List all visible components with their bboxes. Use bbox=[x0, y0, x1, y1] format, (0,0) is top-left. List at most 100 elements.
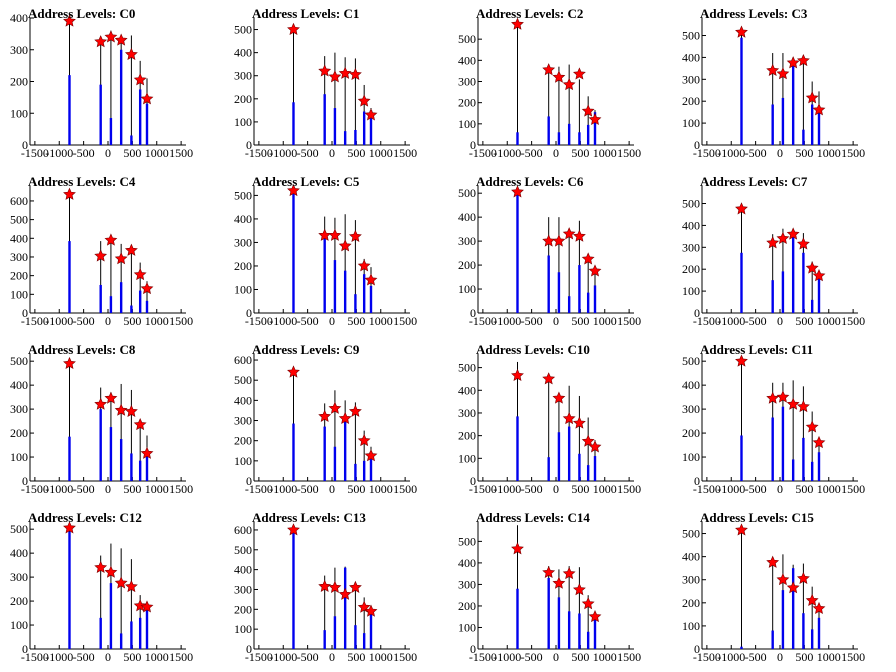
y-tick-label: 100 bbox=[458, 620, 476, 634]
x-tick-label: 1000 bbox=[145, 314, 169, 328]
y-tick-label: 500 bbox=[458, 186, 476, 200]
peak-bar bbox=[810, 299, 814, 313]
peak-marker bbox=[94, 35, 108, 48]
y-tick-label: 500 bbox=[682, 29, 700, 43]
y-tick-label: 500 bbox=[234, 23, 252, 37]
y-tick-label: 300 bbox=[234, 69, 252, 83]
x-tick-label: 0 bbox=[329, 146, 335, 160]
peak-marker bbox=[572, 583, 586, 596]
x-tick-label: -500 bbox=[297, 650, 319, 664]
peak-marker bbox=[776, 572, 790, 586]
peak-marker bbox=[766, 555, 780, 568]
x-tick-label: 0 bbox=[329, 650, 335, 664]
x-tick-label: -1000 bbox=[717, 650, 745, 664]
peak-bar bbox=[557, 432, 561, 481]
x-tick-label: 1000 bbox=[593, 650, 617, 664]
peak-marker bbox=[94, 560, 108, 573]
x-tick-label: 1000 bbox=[145, 650, 169, 664]
peak-bar bbox=[354, 129, 357, 145]
chart-svg: 0 100 200 300 400 500 -1500-1000 -500 0 500 1000 15… bbox=[234, 183, 417, 328]
chart-panel: 0 100 200 300 400 500 -1500 -1000 -500 0 500 1000 15… bbox=[448, 0, 672, 168]
peak-bar bbox=[109, 583, 113, 649]
peak-marker bbox=[140, 446, 154, 459]
peak-bar bbox=[593, 617, 597, 649]
peak-marker bbox=[776, 390, 790, 403]
peak-bar bbox=[547, 116, 550, 145]
x-tick-label: 1000 bbox=[369, 146, 393, 160]
y-tick-label: 100 bbox=[458, 451, 476, 465]
peak-marker bbox=[348, 229, 362, 243]
x-tick-label: 0 bbox=[105, 146, 111, 160]
peak-bar bbox=[109, 118, 113, 145]
peak-marker bbox=[124, 243, 138, 256]
peak-marker bbox=[735, 354, 748, 367]
peak-marker bbox=[133, 417, 147, 431]
y-tick-label: 200 bbox=[458, 258, 476, 272]
x-tick-label: -500 bbox=[521, 650, 543, 664]
y-tick-label: 200 bbox=[234, 602, 252, 616]
peak-marker bbox=[104, 565, 118, 578]
peak-marker bbox=[511, 185, 524, 198]
peak-marker bbox=[328, 401, 342, 414]
peak-marker bbox=[287, 523, 300, 536]
y-tick-label: 0 bbox=[246, 474, 252, 488]
chart-svg: 0 100 200 300 400 500 -1500-1000 -500 0 500 1000 15… bbox=[458, 522, 641, 664]
chart-panel: 0 100 200 300 400 500 -1500 -1000 -500 0 500 1000 15… bbox=[0, 504, 224, 672]
peak-marker bbox=[562, 566, 576, 580]
peak-marker bbox=[786, 397, 800, 410]
peak-bar bbox=[740, 435, 743, 481]
x-tick-label: -1500 bbox=[693, 482, 721, 496]
peak-marker bbox=[318, 409, 332, 422]
y-tick-label: 200 bbox=[682, 596, 700, 610]
chart-panel: 0 100 200 300 400 500 -1500 -1000 -500 0 500 1000 15… bbox=[672, 0, 896, 168]
x-tick-label: -500 bbox=[745, 650, 767, 664]
y-tick-label: 500 bbox=[458, 534, 476, 548]
x-tick-label: 500 bbox=[123, 314, 141, 328]
x-tick-label: -1000 bbox=[45, 650, 73, 664]
y-tick-label: 0 bbox=[470, 642, 476, 656]
peak-marker bbox=[328, 228, 342, 241]
peak-bar bbox=[810, 104, 814, 145]
x-tick-label: -1500 bbox=[693, 146, 721, 160]
peak-marker bbox=[572, 67, 586, 80]
peak-marker bbox=[133, 599, 147, 612]
peak-bar bbox=[771, 630, 774, 649]
peak-marker bbox=[805, 593, 819, 606]
peak-bar bbox=[354, 463, 357, 481]
y-tick-label: 200 bbox=[458, 429, 476, 443]
x-tick-label: -500 bbox=[521, 482, 543, 496]
peak-marker bbox=[812, 601, 826, 615]
peak-bar bbox=[781, 97, 785, 145]
peak-marker bbox=[63, 356, 76, 370]
peak-marker bbox=[552, 391, 566, 404]
peak-marker bbox=[812, 103, 826, 116]
chart-svg: 0 100 200 300 400 500 -1500-1000 -500 0 500 1000 15… bbox=[682, 522, 865, 664]
peak-marker bbox=[318, 579, 332, 592]
peak-marker bbox=[338, 411, 352, 424]
peak-marker bbox=[287, 365, 300, 378]
peak-bar bbox=[516, 416, 519, 481]
chart-svg: 0 100 200 300 400 500 -1500-1000 -500 0 500 1000 15… bbox=[682, 186, 865, 328]
x-tick-label: 500 bbox=[347, 482, 365, 496]
peak-marker bbox=[562, 227, 576, 240]
peak-marker bbox=[805, 420, 819, 433]
x-tick-label: -1500 bbox=[245, 146, 273, 160]
peak-marker bbox=[133, 267, 147, 281]
peak-marker bbox=[581, 597, 595, 610]
peak-bar bbox=[771, 280, 774, 313]
peak-marker bbox=[552, 576, 566, 589]
y-tick-label: 500 bbox=[458, 361, 476, 375]
y-tick-label: 400 bbox=[234, 212, 252, 226]
y-tick-label: 500 bbox=[234, 543, 252, 557]
peak-marker bbox=[766, 391, 780, 404]
y-tick-label: 300 bbox=[10, 43, 28, 57]
y-tick-label: 300 bbox=[682, 402, 700, 416]
chart-panel: 0 100 200 300 400 500 -1500 -1000 -500 0 500 1000 15… bbox=[0, 336, 224, 504]
x-tick-label: 1000 bbox=[817, 314, 841, 328]
y-tick-label: 0 bbox=[470, 138, 476, 152]
chart-panel: 0 100 200 300 400 500 600 -1500 -1000 -500 0 500 100… bbox=[224, 336, 448, 504]
peak-marker bbox=[588, 264, 602, 277]
peak-marker bbox=[796, 237, 810, 250]
peak-bar bbox=[547, 457, 550, 481]
peak-bar bbox=[354, 294, 357, 313]
